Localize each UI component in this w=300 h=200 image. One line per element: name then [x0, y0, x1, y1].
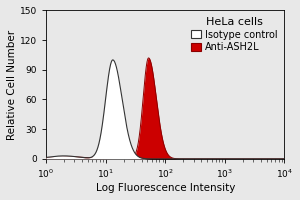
- Y-axis label: Relative Cell Number: Relative Cell Number: [7, 30, 17, 140]
- Legend: Isotype control, Anti-ASH2L: Isotype control, Anti-ASH2L: [190, 15, 280, 54]
- X-axis label: Log Fluorescence Intensity: Log Fluorescence Intensity: [95, 183, 235, 193]
